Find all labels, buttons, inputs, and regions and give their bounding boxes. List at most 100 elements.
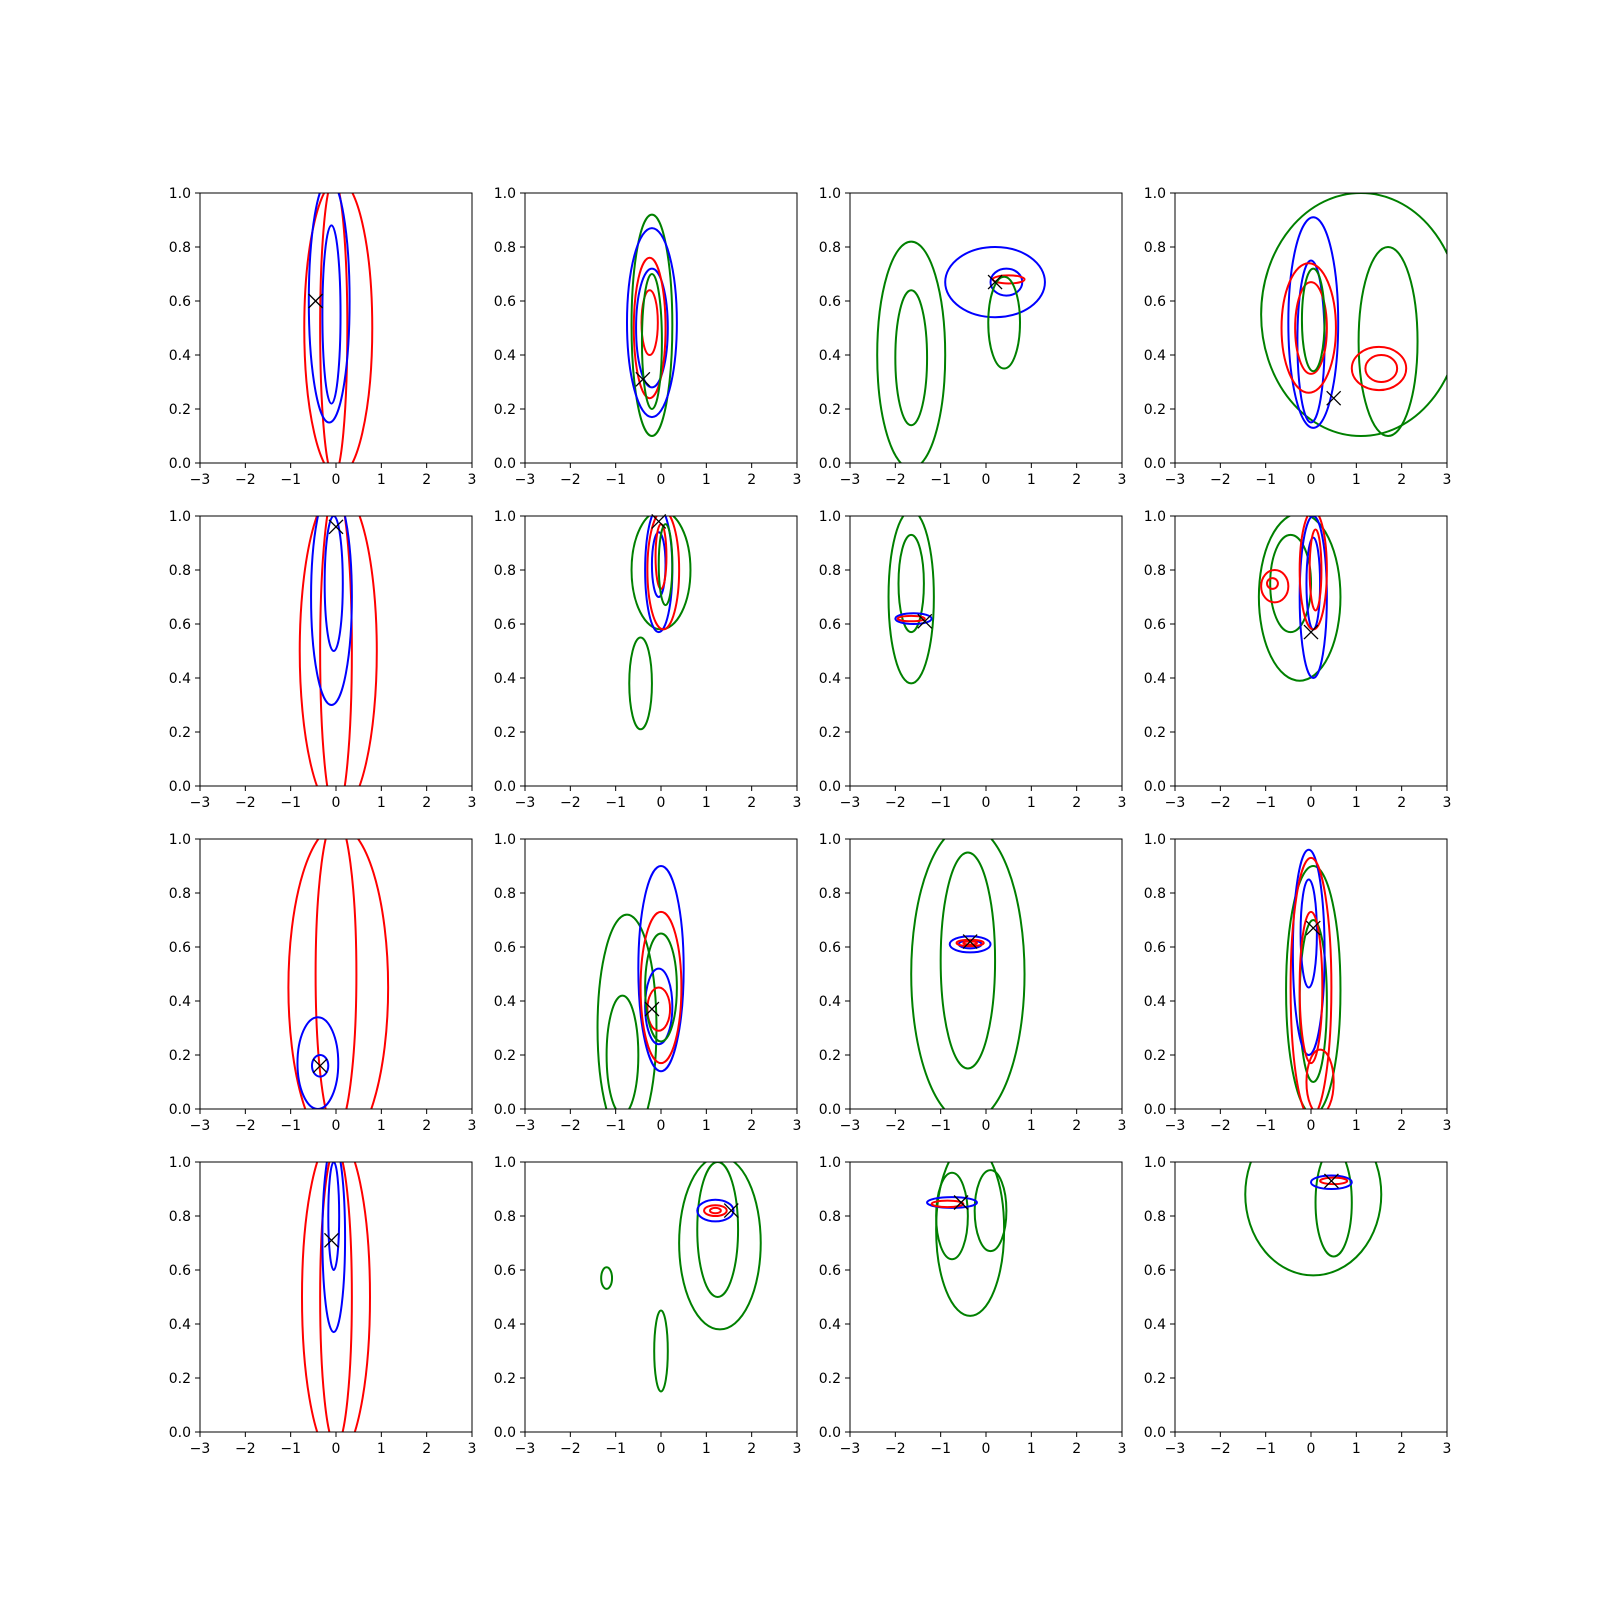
x-marker-stroke [723, 1203, 739, 1219]
y-tick-label: 0.2 [819, 402, 841, 418]
x-tick-label: 3 [793, 1118, 802, 1134]
x-tick-label: 0 [1307, 472, 1316, 488]
contour-group [1257, 516, 1342, 682]
y-tick-label: 0.6 [169, 1263, 191, 1279]
blue-contour-line [1299, 878, 1318, 989]
red-contour-line [319, 516, 353, 786]
contour-group [303, 193, 374, 463]
x-tick-label: −1 [930, 1118, 951, 1134]
x-tick-label: 3 [1118, 1441, 1127, 1457]
blue-contour-line [321, 1162, 347, 1334]
y-tick-label: 0.8 [494, 563, 516, 579]
y-tick-label: 1.0 [1144, 186, 1166, 202]
green-contour-line [935, 1171, 969, 1261]
red-contour-line [1319, 1176, 1349, 1186]
blue-contour-line [1310, 1174, 1353, 1190]
x-tick-label: −1 [280, 1441, 301, 1457]
x-tick-label: −2 [235, 1118, 256, 1134]
y-tick-label: 0.4 [1144, 348, 1166, 364]
y-tick-label: 0.4 [819, 348, 841, 364]
x-marker [324, 1232, 339, 1248]
y-tick-label: 0.4 [169, 994, 191, 1010]
y-tick-label: 0.2 [494, 1048, 516, 1064]
x-marker-stroke [328, 519, 344, 535]
contour-group [298, 516, 378, 786]
y-tick-label: 0.2 [1144, 725, 1166, 741]
y-tick-label: 0.2 [1144, 1048, 1166, 1064]
y-tick-label: 1.0 [494, 509, 516, 525]
blue-contour-line [1291, 848, 1326, 1057]
x-tick-label: −2 [885, 795, 906, 811]
subplot-5: −3 −2 −1 0 1 2 3 0.0 0.2 0.4 0.6 0.8 1.0 [169, 509, 477, 811]
x-tick-label: −3 [190, 472, 211, 488]
x-marker-stroke [635, 371, 651, 387]
x-tick-label: 2 [422, 1118, 431, 1134]
red-contour-line [1266, 577, 1279, 590]
blue-contour-line [626, 227, 678, 419]
green-contour-line [630, 213, 674, 437]
y-tick-label: 0.8 [169, 240, 191, 256]
x-marker [953, 1195, 969, 1210]
x-tick-label: −2 [235, 472, 256, 488]
y-tick-label: 0.4 [169, 348, 191, 364]
green-contour-line [1244, 1162, 1383, 1277]
y-tick-label: 0.0 [1144, 1425, 1166, 1441]
y-tick-label: 0.0 [1144, 779, 1166, 795]
x-tick-label: 3 [1443, 795, 1452, 811]
x-tick-label: −3 [1165, 1441, 1186, 1457]
x-tick-label: 0 [982, 1118, 991, 1134]
y-tick-label: 0.6 [169, 940, 191, 956]
x-tick-label: −2 [560, 472, 581, 488]
x-tick-label: 1 [1027, 1441, 1036, 1457]
blue-contour-line [894, 612, 933, 625]
x-tick-label: 0 [1307, 1441, 1316, 1457]
x-marker-stroke [312, 1058, 328, 1074]
subplot-1: −3 −2 −1 0 1 2 3 0.0 0.2 0.4 0.6 0.8 1.0 [169, 186, 477, 488]
x-tick-label: −1 [605, 1441, 626, 1457]
x-tick-label: −1 [605, 472, 626, 488]
subplot-2: −3 −2 −1 0 1 2 3 0.0 0.2 0.4 0.6 0.8 1.0 [494, 186, 802, 488]
red-contour-line [301, 1162, 371, 1432]
y-tick-label: 0.6 [819, 294, 841, 310]
x-tick-label: 0 [657, 472, 666, 488]
subplot-16: −3 −2 −1 0 1 2 3 0.0 0.2 0.4 0.6 0.8 1.0 [1144, 1155, 1452, 1457]
contour-group [301, 1162, 371, 1432]
y-tick-label: 0.8 [169, 886, 191, 902]
x-marker-stroke [651, 513, 667, 529]
x-marker [1323, 1173, 1339, 1189]
y-tick-label: 0.4 [819, 994, 841, 1010]
y-tick-label: 0.4 [169, 1317, 191, 1333]
x-tick-label: −1 [930, 472, 951, 488]
red-contour-line [632, 256, 667, 400]
x-tick-label: −2 [885, 472, 906, 488]
x-marker [1326, 390, 1342, 406]
red-contour-line [955, 938, 985, 948]
x-tick-label: 3 [1443, 1118, 1452, 1134]
x-tick-label: −3 [190, 1441, 211, 1457]
x-tick-label: 2 [1397, 472, 1406, 488]
y-tick-label: 0.8 [819, 240, 841, 256]
contour-group [287, 839, 390, 1109]
red-contour-line [703, 1204, 728, 1217]
x-tick-label: 3 [793, 472, 802, 488]
x-tick-label: −2 [1210, 795, 1231, 811]
green-contour-line [628, 636, 653, 731]
x-tick-label: −3 [1165, 1118, 1186, 1134]
green-contour-line [640, 273, 663, 410]
x-tick-label: −2 [560, 1441, 581, 1457]
y-tick-label: 0.4 [819, 671, 841, 687]
y-tick-label: 0.2 [1144, 1371, 1166, 1387]
y-tick-label: 0.8 [1144, 886, 1166, 902]
y-tick-label: 0.0 [494, 779, 516, 795]
x-tick-label: −3 [515, 472, 536, 488]
green-contour-line [897, 533, 925, 634]
y-tick-label: 0.8 [1144, 240, 1166, 256]
red-contour-line [1280, 262, 1337, 394]
red-contour-line [646, 516, 681, 631]
blue-contour-line [321, 224, 342, 405]
x-tick-label: 2 [1072, 1118, 1081, 1134]
x-marker [651, 513, 667, 529]
y-tick-label: 0.6 [1144, 617, 1166, 633]
y-tick-label: 0.0 [494, 1102, 516, 1118]
x-marker-stroke [324, 1232, 339, 1248]
